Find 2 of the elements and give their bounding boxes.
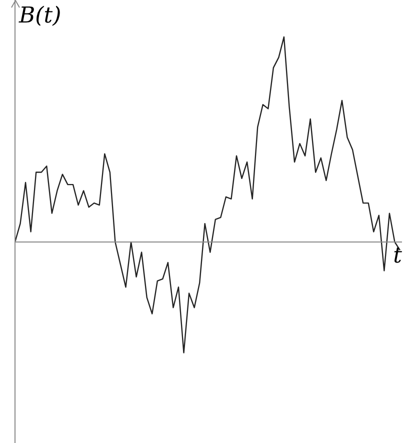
y-axis-title: B(t) [18, 4, 62, 29]
x-axis-title: t [393, 244, 402, 269]
